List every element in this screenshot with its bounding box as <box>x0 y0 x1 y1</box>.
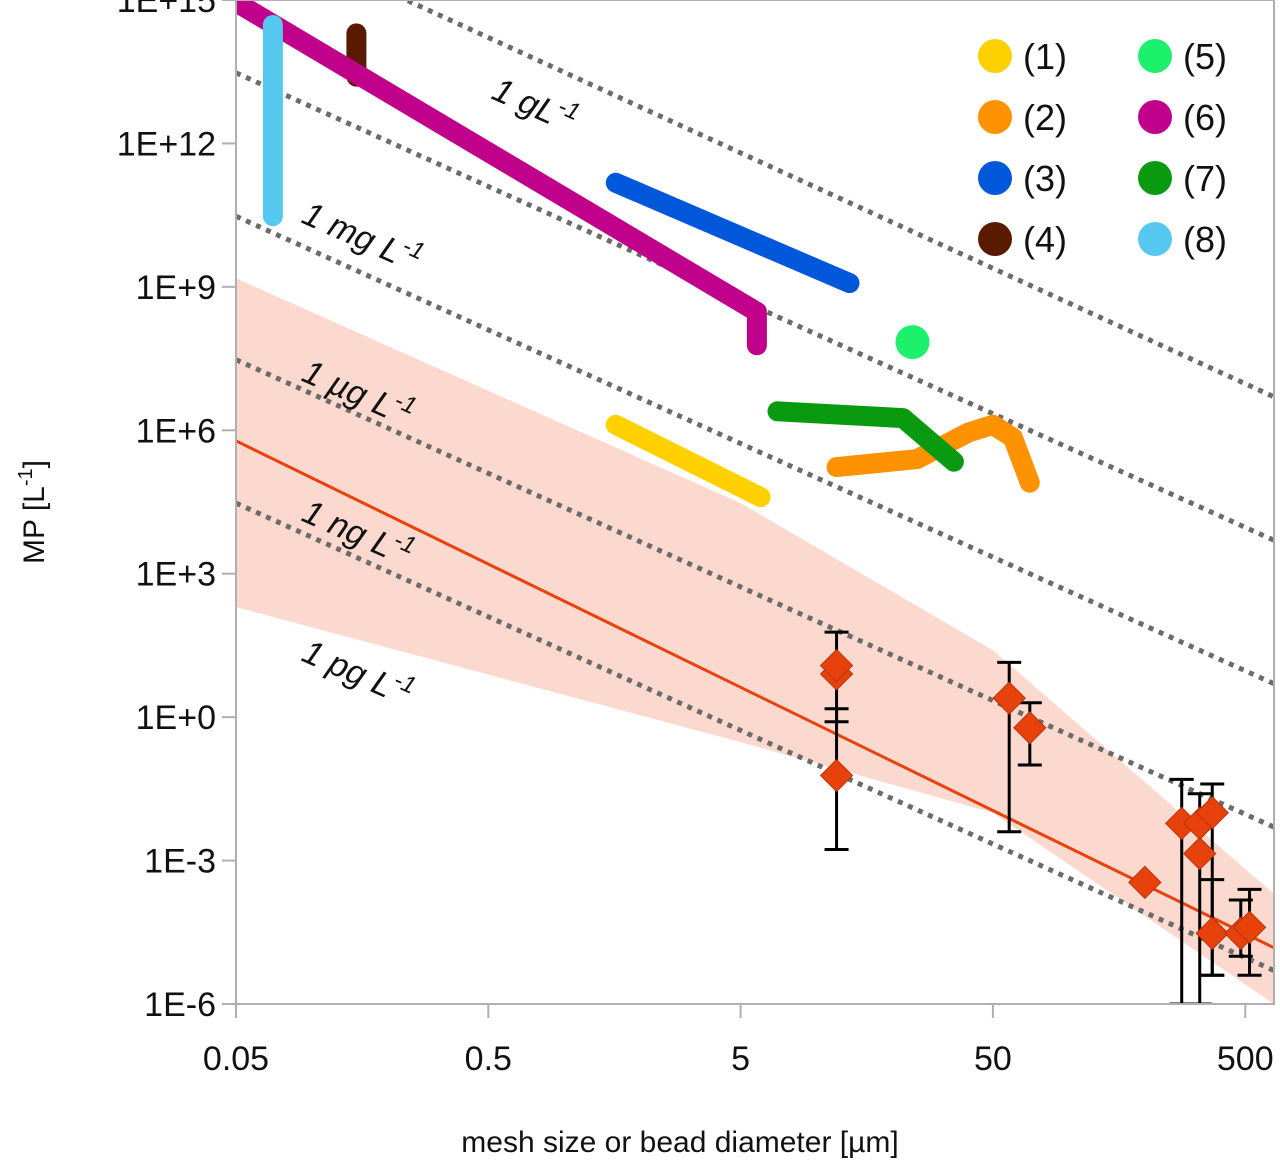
iso-mass-lines <box>236 0 1274 973</box>
legend-label: (5) <box>1183 36 1227 77</box>
legend-marker <box>1138 222 1172 256</box>
measurement-point <box>1183 836 1217 871</box>
legend-label: (6) <box>1183 97 1227 138</box>
iso-line <box>400 0 1274 400</box>
y-axis-title: MP [L-1] <box>15 460 51 564</box>
measurement-point <box>819 648 854 683</box>
y-axis-title-sup: -1 <box>15 468 37 486</box>
measurement-point <box>992 681 1026 715</box>
legend-label: (1) <box>1023 36 1067 77</box>
iso-line <box>236 213 1274 687</box>
legend-marker <box>1138 100 1172 134</box>
plot-area <box>236 0 1274 1004</box>
series-1 <box>605 414 771 508</box>
measurement-points <box>819 648 1267 951</box>
legend-marker <box>1138 161 1172 195</box>
y-axis-ticks: 1E-6 1E-3 1E+0 1E+3 1E+6 1E+9 1E+12 1E+15 <box>117 0 236 1024</box>
legend-label: (2) <box>1023 97 1067 138</box>
measurement-point <box>819 758 854 793</box>
series-3 <box>605 172 860 294</box>
measurement-point <box>1232 910 1267 945</box>
legend-label: (3) <box>1023 158 1067 199</box>
y-tick-label: 1E+9 <box>136 269 216 307</box>
x-tick-label: 50 <box>974 1040 1012 1078</box>
legend-marker <box>978 222 1012 256</box>
measurement-point <box>1013 711 1047 745</box>
y-tick-label: 1E+12 <box>117 125 216 163</box>
iso-label: 1 mg L-1 <box>297 190 429 280</box>
x-tick-label: 5 <box>731 1040 750 1078</box>
x-tick-label: 0.05 <box>203 1040 269 1078</box>
measurement-point <box>1195 916 1229 951</box>
legend-marker <box>978 161 1012 195</box>
x-axis-ticks: 0.05 0.5 5 50 500 <box>203 1004 1274 1078</box>
measurement-point <box>1128 865 1162 900</box>
x-tick-label: 0.5 <box>465 1040 512 1078</box>
legend-label: (8) <box>1183 219 1227 260</box>
measurement-point <box>1195 796 1229 830</box>
iso-line <box>236 70 1274 543</box>
series-6 <box>236 0 767 356</box>
series-7 <box>767 401 964 472</box>
y-tick-label: 1E+3 <box>136 556 216 594</box>
y-tick-label: 1E-6 <box>144 986 216 1024</box>
series-layer <box>236 0 1040 508</box>
plot-frame <box>235 0 1275 1005</box>
iso-label-text: 1 mg L <box>297 195 407 272</box>
y-tick-label: 1E-3 <box>144 843 216 881</box>
legend-marker <box>978 39 1012 73</box>
y-axis-title-end: ] <box>18 460 51 468</box>
legend: (1) (2) (3) (4) (5) (6) (7) (8) <box>978 36 1227 260</box>
legend-label: (7) <box>1183 158 1227 199</box>
iso-line <box>236 357 1274 830</box>
legend-label: (4) <box>1023 219 1067 260</box>
legend-marker <box>1138 39 1172 73</box>
iso-label-text: 1 gL <box>487 71 563 133</box>
x-tick-label: 500 <box>1217 1040 1274 1078</box>
series-5 <box>895 325 930 360</box>
fit-line-layer <box>236 439 1274 950</box>
y-tick-label: 1E+6 <box>136 412 216 450</box>
x-axis-title: mesh size or bead diameter [µm] <box>461 1126 898 1159</box>
y-tick-label: 1E+15 <box>117 0 216 20</box>
legend-marker <box>978 100 1012 134</box>
y-axis-title-main: MP [L <box>18 486 51 564</box>
iso-line <box>236 500 1274 973</box>
series-2 <box>826 414 1040 493</box>
fit-line <box>236 439 1274 950</box>
y-tick-label: 1E+0 <box>136 699 216 737</box>
